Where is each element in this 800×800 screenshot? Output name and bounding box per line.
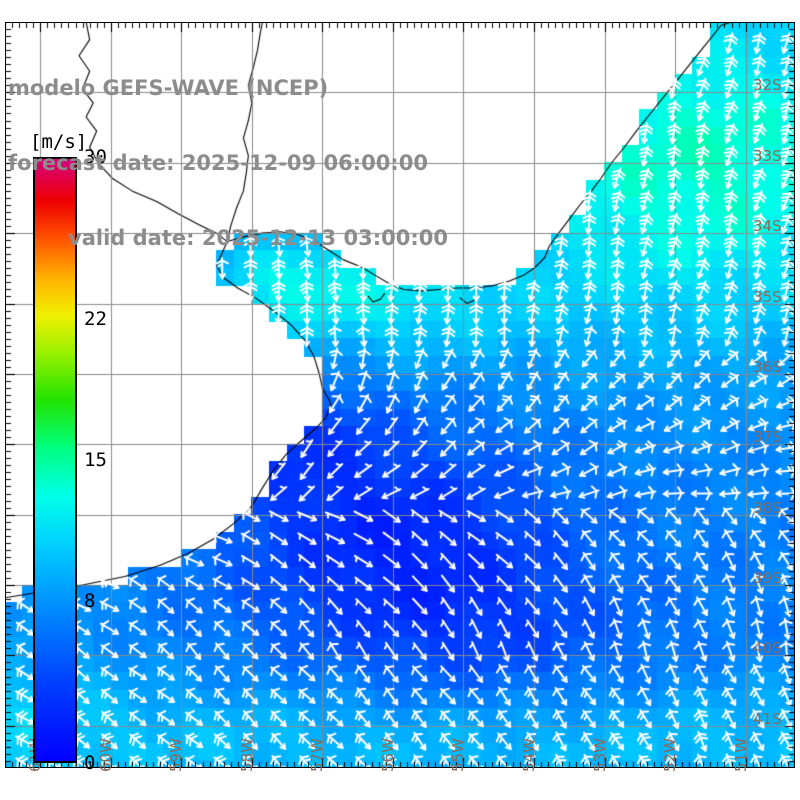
lon-tick-54W: 54W <box>520 738 539 772</box>
lon-tick-51W: 51W <box>731 738 750 772</box>
lon-tick-55W: 55W <box>449 738 468 772</box>
lon-tick-59W: 59W <box>167 738 186 772</box>
lat-tick-35S: 35S <box>753 287 782 306</box>
title-block: modelo GEFS-WAVE (NCEP) forecast date: 2… <box>8 26 508 301</box>
map-plot-area[interactable] <box>5 22 795 768</box>
colorbar-tick-0: 0 <box>84 752 96 774</box>
colorbar-unit-label: [m/s] <box>30 131 88 153</box>
lat-tick-39S: 39S <box>753 569 782 588</box>
lat-tick-32S: 32S <box>753 76 782 95</box>
lon-tick-58W: 58W <box>237 738 256 772</box>
axis-tick-layer <box>5 22 795 768</box>
lat-tick-36S: 36S <box>753 357 782 376</box>
colorbar[interactable] <box>33 157 77 763</box>
colorbar-gradient <box>35 159 75 761</box>
forecast-date: forecast date: 2025-12-09 06:00:00 <box>8 151 428 175</box>
lon-tick-56W: 56W <box>378 738 397 772</box>
colorbar-tick-15: 15 <box>84 449 107 471</box>
lat-tick-33S: 33S <box>753 146 782 165</box>
colorbar-tick-30: 30 <box>84 146 107 168</box>
valid-date: valid date: 2025-12-13 03:00:00 <box>68 226 448 250</box>
colorbar-tick-8: 8 <box>84 590 96 613</box>
lon-tick-52W: 52W <box>661 738 680 772</box>
lat-tick-41S: 41S <box>753 709 782 728</box>
colorbar-tick-22: 22 <box>84 307 107 330</box>
model-title: modelo GEFS-WAVE (NCEP) <box>8 76 329 100</box>
colorbar-outline <box>33 157 77 763</box>
lat-tick-40S: 40S <box>753 639 782 658</box>
lon-tick-60W: 60W <box>96 738 115 772</box>
lat-tick-37S: 37S <box>753 428 782 447</box>
lon-tick-53W: 53W <box>590 738 609 772</box>
lat-tick-38S: 38S <box>753 498 782 517</box>
lon-tick-57W: 57W <box>308 738 327 772</box>
lat-tick-34S: 34S <box>753 217 782 236</box>
